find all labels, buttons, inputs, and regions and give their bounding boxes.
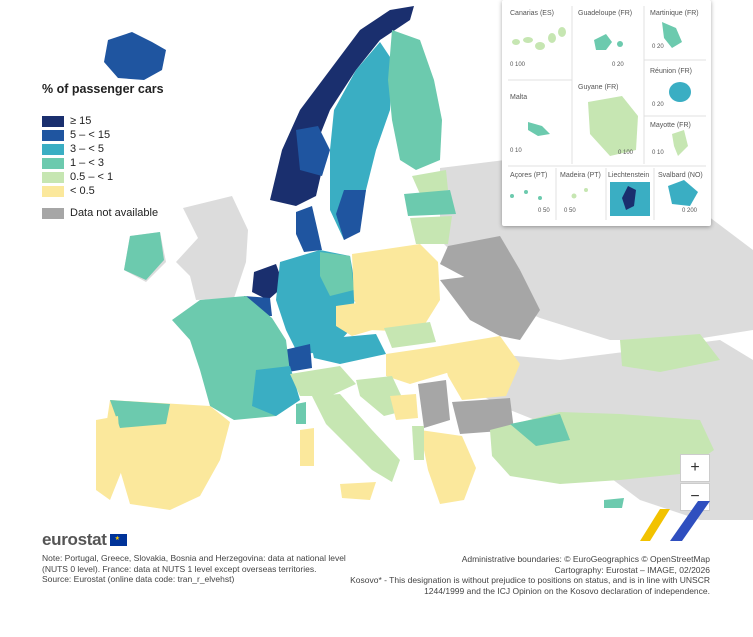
legend-item-5: 0.5 – < 1 — [42, 170, 164, 184]
inset-canarias-map — [512, 27, 566, 50]
legend-label: < 0.5 — [70, 185, 95, 197]
note-right: Administrative boundaries: © EuroGeograp… — [330, 554, 710, 596]
note-left: Note: Portugal, Greece, Slovakia, Bosnia… — [42, 553, 372, 585]
inset-scale-martinique: 0 20 — [652, 44, 664, 50]
legend-label: 1 – < 3 — [70, 157, 104, 169]
region-corsica[interactable] — [296, 402, 306, 424]
region-sweden-south[interactable] — [336, 190, 366, 240]
inset-label-svalbard: Svalbard (NO) — [658, 172, 703, 179]
legend: % of passenger cars ≥ 15 5 – < 15 3 – < … — [42, 82, 164, 220]
region-sicily[interactable] — [340, 482, 376, 500]
inset-label-guyane: Guyane (FR) — [578, 84, 619, 91]
region-bosnia[interactable] — [390, 394, 418, 420]
legend-swatch — [42, 143, 64, 155]
region-sardinia[interactable] — [300, 428, 314, 466]
zoom-in-button[interactable]: + — [680, 454, 710, 482]
eu-flag-icon: ★ — [109, 534, 127, 546]
region-georgia[interactable] — [620, 334, 720, 372]
region-portugal[interactable] — [96, 416, 122, 500]
region-lithuania[interactable] — [410, 216, 452, 244]
legend-item-2: 5 – < 15 — [42, 128, 164, 142]
note-text: Note: Portugal, Greece, Slovakia, Bosnia… — [42, 553, 346, 574]
region-france-se[interactable] — [252, 366, 300, 416]
region-serbia[interactable] — [418, 380, 450, 428]
region-ireland[interactable] — [124, 232, 164, 280]
region-belarus[interactable] — [440, 236, 520, 280]
eurostat-logo-text: eurostat — [42, 530, 107, 549]
region-cyprus[interactable] — [604, 498, 624, 508]
legend-item-6: < 0.5 — [42, 184, 164, 198]
inset-label-madeira: Madeira (PT) — [560, 172, 601, 179]
region-netherlands[interactable] — [252, 264, 284, 300]
region-switzerland[interactable] — [284, 344, 312, 372]
inset-label-acores: Açores (PT) — [510, 172, 548, 179]
legend-label: 3 – < 5 — [70, 143, 104, 155]
inset-scale-mayotte: 0 10 — [652, 150, 664, 156]
legend-label: Data not available — [70, 207, 159, 219]
corner-logo-icon — [640, 501, 710, 541]
region-slovakia[interactable] — [384, 322, 436, 348]
inset-scale-canarias: 0 100 — [510, 62, 526, 68]
region-denmark[interactable] — [296, 206, 322, 252]
inset-label-mayotte: Mayotte (FR) — [650, 122, 691, 129]
inset-scale-guyane: 0 100 — [618, 150, 634, 156]
region-moldova-ukraine[interactable] — [440, 270, 540, 340]
region-germany-east[interactable] — [320, 252, 354, 296]
inset-label-canarias: Canarias (ES) — [510, 10, 554, 17]
legend-label: 5 – < 15 — [70, 129, 111, 141]
region-finland[interactable] — [388, 30, 442, 170]
inset-panel: Canarias (ES) 0 100 Guadeloupe (FR) 0 20… — [502, 0, 711, 226]
region-italy-north[interactable] — [290, 366, 356, 396]
region-iceland[interactable] — [104, 32, 166, 80]
legend-label: 0.5 – < 1 — [70, 171, 114, 183]
region-austria[interactable] — [310, 334, 386, 364]
legend-item-3: 3 – < 5 — [42, 142, 164, 156]
kosovo-disclaimer: Kosovo* - This designation is without pr… — [350, 575, 710, 596]
region-latvia[interactable] — [404, 190, 456, 216]
inset-scale-malta: 0 10 — [510, 148, 522, 154]
region-turkey-istanbul[interactable] — [510, 414, 570, 446]
legend-swatch — [42, 171, 64, 183]
region-norway[interactable] — [270, 6, 414, 206]
legend-swatch — [42, 129, 64, 141]
cartography-text: Cartography: Eurostat – IMAGE, 02/2026 — [554, 564, 710, 575]
region-hungary[interactable] — [386, 346, 450, 384]
region-greece[interactable] — [420, 430, 476, 504]
region-bulgaria[interactable] — [452, 398, 514, 434]
inset-label-malta: Malta — [510, 94, 528, 101]
inset-label-liechtenstein: Liechtenstein — [608, 172, 650, 179]
legend-item-1: ≥ 15 — [42, 114, 164, 128]
region-czechia[interactable] — [336, 300, 386, 336]
region-romania[interactable] — [440, 336, 520, 400]
boundaries-text: Administrative boundaries: © EuroGeograp… — [461, 554, 710, 564]
inset-grid — [508, 6, 706, 220]
source-text: Source: Eurostat (online data code: tran… — [42, 574, 235, 584]
region-albania[interactable] — [412, 426, 424, 460]
legend-item-na: Data not available — [42, 206, 164, 220]
region-spain-north[interactable] — [110, 400, 170, 428]
inset-scale-madeira: 0 50 — [564, 208, 576, 214]
inset-scale-guadeloupe: 0 20 — [612, 62, 624, 68]
legend-label: ≥ 15 — [70, 115, 92, 127]
inset-label-martinique: Martinique (FR) — [650, 10, 699, 17]
legend-swatch — [42, 115, 64, 127]
legend-swatch — [42, 207, 64, 219]
legend-item-4: 1 – < 3 — [42, 156, 164, 170]
eurostat-logo: eurostat ★ — [42, 530, 127, 550]
region-estonia[interactable] — [412, 170, 448, 194]
inset-label-guadeloupe: Guadeloupe (FR) — [578, 10, 633, 17]
legend-title: % of passenger cars — [42, 82, 164, 96]
legend-swatch — [42, 185, 64, 197]
inset-scale-acores: 0 50 — [538, 208, 550, 214]
region-italy[interactable] — [312, 394, 400, 482]
inset-scale-svalbard: 0 200 — [682, 208, 698, 214]
legend-swatch — [42, 157, 64, 169]
inset-label-reunion: Réunion (FR) — [650, 68, 693, 75]
inset-scale-reunion: 0 20 — [652, 102, 664, 108]
region-spain[interactable] — [104, 400, 230, 510]
